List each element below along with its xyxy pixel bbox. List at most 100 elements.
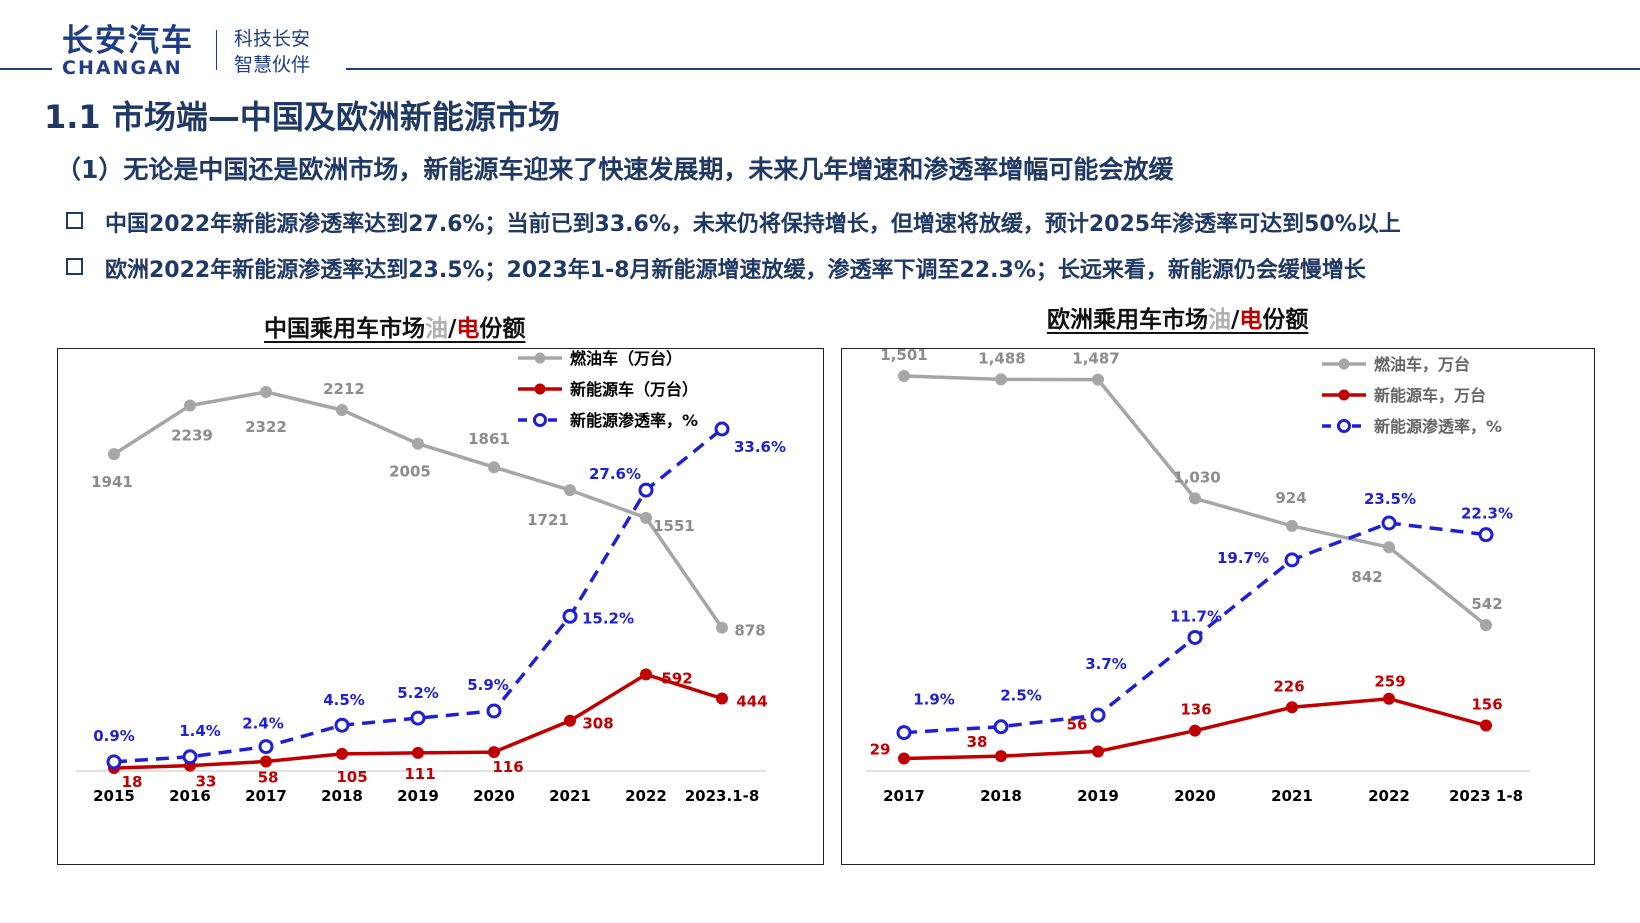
- bullet-square-icon: [66, 258, 83, 275]
- data-point: [488, 461, 500, 474]
- china-chart: 2015 2016 2017 2018 2019 2020 2021 2022 2023.1-8…: [57, 348, 824, 865]
- x-tick-label: 2017: [245, 787, 287, 805]
- legend-marker: [1338, 358, 1350, 370]
- data-label: 156: [1471, 695, 1502, 713]
- europe-chart: 2017 2018 2019 2020 2021 2022 2023 1-8 1,501 1,4…: [841, 348, 1595, 865]
- data-label: 11.7%: [1170, 607, 1222, 625]
- data-label: 33: [196, 773, 217, 791]
- legend-label: 新能源渗透率，%: [570, 411, 698, 430]
- data-label: 136: [1180, 701, 1211, 719]
- data-label: 542: [1471, 595, 1502, 613]
- data-point: [488, 746, 500, 759]
- data-point: [336, 403, 348, 416]
- data-label: 592: [661, 669, 692, 687]
- x-tick-label: 2023 1-8: [1449, 787, 1523, 805]
- data-label: 842: [1351, 568, 1382, 586]
- data-point: [1092, 745, 1104, 758]
- data-label: 1.9%: [913, 691, 955, 709]
- data-label: 29: [870, 740, 891, 758]
- data-point: [1090, 707, 1106, 723]
- slogan-line-1: 科技长安: [234, 28, 311, 50]
- bullet-text: 欧洲2022年新能源渗透率达到23.5%；2023年1-8月新能源增速放缓，渗透…: [105, 258, 1366, 283]
- x-tick-label: 2023.1-8: [685, 787, 760, 805]
- data-point: [182, 749, 198, 765]
- header-rule-right: [346, 68, 1640, 70]
- data-label: 2322: [245, 418, 287, 436]
- data-point: [1284, 552, 1300, 568]
- data-label: 924: [1275, 489, 1306, 507]
- legend-label: 新能源车（万台）: [570, 380, 698, 399]
- data-point: [640, 668, 652, 681]
- data-label: 33.6%: [734, 438, 786, 456]
- data-label: 4.5%: [323, 691, 365, 709]
- data-point: [1478, 527, 1494, 543]
- slogan-line-2: 智慧伙伴: [234, 54, 311, 76]
- data-label: 2239: [171, 427, 213, 445]
- x-tick-label: 2019: [1077, 787, 1119, 805]
- legend-marker: [533, 413, 547, 427]
- data-point: [1092, 373, 1104, 386]
- data-point: [564, 484, 576, 497]
- data-label: 308: [582, 715, 613, 733]
- legend-marker: [1337, 419, 1351, 433]
- china-chart-svg: 2015 2016 2017 2018 2019 2020 2021 2022 2023.1-8…: [76, 349, 786, 805]
- logo-divider: [216, 30, 217, 70]
- legend-marker: [534, 383, 546, 395]
- data-point: [486, 703, 502, 719]
- data-label: 2.4%: [242, 715, 284, 733]
- data-label: 5.9%: [467, 676, 509, 694]
- data-point: [1480, 619, 1492, 632]
- data-point: [1189, 492, 1201, 505]
- data-point: [640, 511, 652, 524]
- data-point: [336, 747, 348, 760]
- x-tick-label: 2015: [93, 787, 135, 805]
- subtitle: （1）无论是中国还是欧洲市场，新能源车迎来了快速发展期，未来几年增速和渗透率增幅…: [56, 155, 1174, 184]
- data-point: [1381, 515, 1397, 531]
- x-tick-label: 2016: [169, 787, 211, 805]
- data-label: 1,488: [978, 349, 1025, 367]
- logo-chinese-name: 长安汽车: [62, 23, 194, 59]
- data-point: [260, 755, 272, 768]
- data-label: 444: [736, 693, 767, 711]
- data-label: 58: [258, 769, 279, 787]
- x-tick-label: 2019: [397, 787, 439, 805]
- data-point: [410, 710, 426, 726]
- data-label: 116: [492, 758, 523, 776]
- data-point: [1383, 541, 1395, 554]
- data-label: 1,487: [1072, 350, 1119, 368]
- logo-english-name: CHANGAN: [62, 57, 183, 79]
- data-label: 5.2%: [397, 684, 439, 702]
- data-point: [898, 370, 910, 382]
- data-label: 1,030: [1173, 468, 1220, 486]
- data-point: [564, 714, 576, 727]
- x-tick-label: 2018: [321, 787, 363, 805]
- x-tick-label: 2021: [1271, 787, 1313, 805]
- data-point: [638, 482, 654, 498]
- data-point: [1383, 692, 1395, 705]
- data-label: 0.9%: [93, 727, 135, 745]
- data-label: 878: [734, 622, 765, 640]
- data-label: 23.5%: [1364, 490, 1416, 508]
- data-label: 22.3%: [1461, 505, 1513, 523]
- legend-label: 燃油车，万台: [1374, 355, 1470, 374]
- header-rule-left: [0, 68, 52, 70]
- data-label: 19.7%: [1217, 549, 1269, 567]
- bullet-square-icon: [66, 212, 83, 229]
- data-label: 1.4%: [179, 722, 221, 740]
- data-label: 2.5%: [1000, 687, 1042, 705]
- data-label: 18: [122, 773, 143, 791]
- data-point: [108, 448, 120, 461]
- data-label: 111: [404, 765, 435, 783]
- data-label: 1861: [468, 430, 510, 448]
- data-point: [412, 437, 424, 450]
- data-label: 2005: [389, 463, 431, 481]
- data-point: [106, 754, 122, 770]
- china-chart-title: 中国乘用车市场油/电份额: [264, 316, 526, 342]
- data-point: [898, 752, 910, 765]
- data-label: 226: [1273, 677, 1304, 695]
- data-point: [1189, 724, 1201, 737]
- europe-chart-svg: 2017 2018 2019 2020 2021 2022 2023 1-8 1,501 1,4…: [866, 349, 1530, 805]
- data-point: [896, 725, 912, 741]
- data-point: [562, 608, 578, 624]
- data-point: [1187, 629, 1203, 645]
